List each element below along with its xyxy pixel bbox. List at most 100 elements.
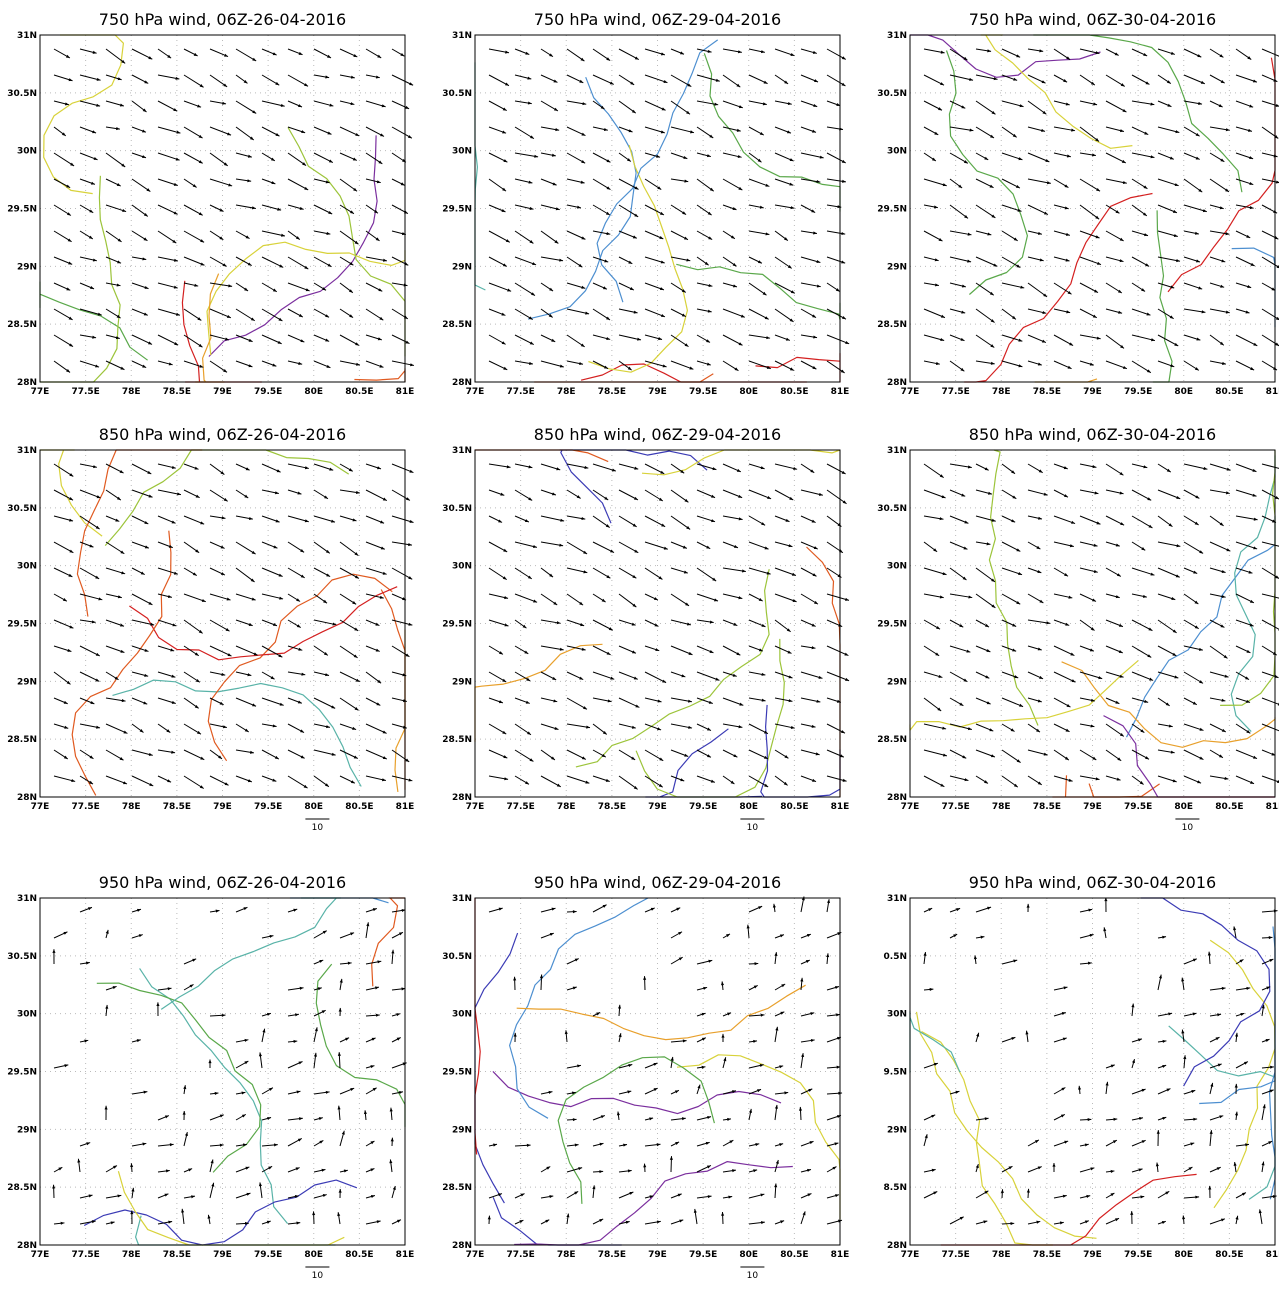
arrow-head <box>681 674 685 677</box>
arrow-head <box>1116 544 1120 547</box>
arrow-head <box>661 130 665 133</box>
arrow-head <box>227 132 231 135</box>
arrow-head <box>293 909 297 912</box>
arrow-head <box>383 259 387 262</box>
arrow-head <box>1063 1038 1067 1041</box>
arrow-head <box>712 467 716 470</box>
arrow-head <box>683 156 687 159</box>
contour <box>1141 898 1270 1086</box>
arrow-head <box>170 648 174 651</box>
arrow-head <box>123 781 127 784</box>
contour <box>636 639 784 797</box>
arrow-head <box>1138 1038 1142 1041</box>
arrow-head <box>338 1052 341 1056</box>
arrow-head <box>120 624 124 627</box>
arrow-head <box>507 289 511 292</box>
arrow-head <box>1248 571 1252 574</box>
x-tick-label: 80.5E <box>780 1250 808 1260</box>
reference-label: 10 <box>747 1271 759 1281</box>
arrow-head <box>252 597 256 600</box>
contour <box>1033 35 1242 192</box>
arrow-head <box>370 1065 374 1068</box>
arrow-head <box>532 262 536 265</box>
x-tick-label: 81E <box>831 802 850 812</box>
y-tick-label: 29.5N <box>7 205 37 215</box>
contour <box>475 450 608 462</box>
arrow-head <box>585 781 589 784</box>
arrow-head <box>376 649 380 652</box>
arrow-head <box>176 158 180 161</box>
arrow-head <box>404 283 408 286</box>
arrow-head <box>380 520 384 523</box>
contour <box>40 176 120 382</box>
x-tick-label: 79.5E <box>689 387 717 397</box>
arrow-head <box>661 52 665 55</box>
contour <box>910 661 1138 731</box>
x-tick-label: 77.5E <box>71 802 99 812</box>
arrow-head <box>252 703 256 706</box>
arrow-head <box>684 571 688 574</box>
arrow-head <box>679 1220 683 1223</box>
arrow-head <box>1190 1142 1194 1145</box>
arrow-head <box>120 650 124 653</box>
arrow-head <box>601 1115 605 1118</box>
arrow-head <box>715 678 719 681</box>
contour <box>964 194 1152 383</box>
arrow-head <box>837 932 841 935</box>
arrow-head <box>298 700 302 703</box>
arrow-head <box>734 545 738 548</box>
y-tick-label: 28N <box>452 378 472 388</box>
arrow-head <box>243 907 247 910</box>
arrow-head <box>1195 1196 1199 1199</box>
arrow-head <box>1193 1118 1197 1121</box>
x-tick-label: 80E <box>739 1250 758 1260</box>
x-tick-label: 77E <box>901 1250 920 1260</box>
reference-label: 10 <box>312 1271 324 1281</box>
contour <box>493 1071 781 1113</box>
arrow-head <box>325 75 329 78</box>
x-tick-label: 79.5E <box>254 802 282 812</box>
x-tick-label: 79.5E <box>1124 802 1152 812</box>
arrow-head <box>90 701 94 704</box>
arrow-head <box>1117 778 1121 781</box>
arrow-head <box>139 934 143 937</box>
arrow-head <box>121 571 125 574</box>
arrow-head <box>1193 571 1197 574</box>
contour <box>922 1032 1053 1246</box>
arrow-head <box>664 547 668 550</box>
arrow-head <box>604 259 608 262</box>
panel-title: 750 hPa wind, 06Z-30-04-2016 <box>969 10 1216 29</box>
y-tick-label: 29N <box>452 1125 472 1135</box>
contour <box>84 1180 357 1245</box>
arrow-head <box>1098 676 1102 679</box>
x-tick-label: 77.5E <box>941 1250 969 1260</box>
arrow-head <box>117 1194 121 1197</box>
contour <box>395 630 405 792</box>
arrow-head <box>578 1167 582 1170</box>
arrow-head <box>540 974 543 978</box>
y-tick-label: 30.5N <box>442 504 472 514</box>
contour <box>40 450 102 536</box>
contour <box>1153 210 1172 382</box>
y-tick-label: 30N <box>887 1010 907 1020</box>
arrow-head <box>1169 724 1173 727</box>
arrow-head <box>678 1194 682 1197</box>
y-tick-label: 28N <box>17 793 37 803</box>
arrow-head <box>379 365 383 368</box>
arrow-head <box>1066 233 1070 236</box>
arrow-head <box>505 51 509 54</box>
arrow-head <box>807 934 811 937</box>
arrow-head <box>1064 466 1068 469</box>
x-tick-label: 78E <box>557 387 576 397</box>
arrow-head <box>1253 546 1257 549</box>
arrow-head <box>1085 1221 1089 1224</box>
contour <box>704 53 840 211</box>
y-tick-label: 29.5N <box>7 620 37 630</box>
x-tick-label: 78.5E <box>163 1250 191 1260</box>
y-tick-label: 29N <box>887 1125 907 1135</box>
arrow-head <box>342 1131 345 1135</box>
contour <box>1220 450 1275 705</box>
arrow-head <box>377 466 381 469</box>
wind-arrow <box>1262 542 1279 548</box>
y-tick-label: 28.5N <box>7 735 37 745</box>
